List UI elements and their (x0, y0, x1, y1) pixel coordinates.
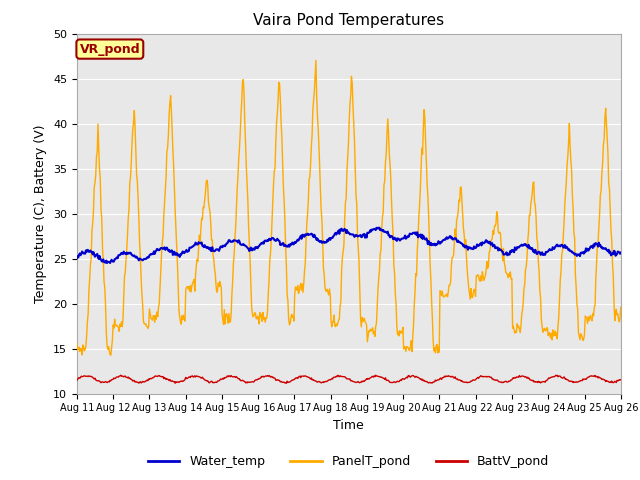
Legend: Water_temp, PanelT_pond, BattV_pond: Water_temp, PanelT_pond, BattV_pond (143, 450, 554, 473)
Y-axis label: Temperature (C), Battery (V): Temperature (C), Battery (V) (35, 124, 47, 303)
Title: Vaira Pond Temperatures: Vaira Pond Temperatures (253, 13, 444, 28)
X-axis label: Time: Time (333, 419, 364, 432)
Text: VR_pond: VR_pond (79, 43, 140, 56)
